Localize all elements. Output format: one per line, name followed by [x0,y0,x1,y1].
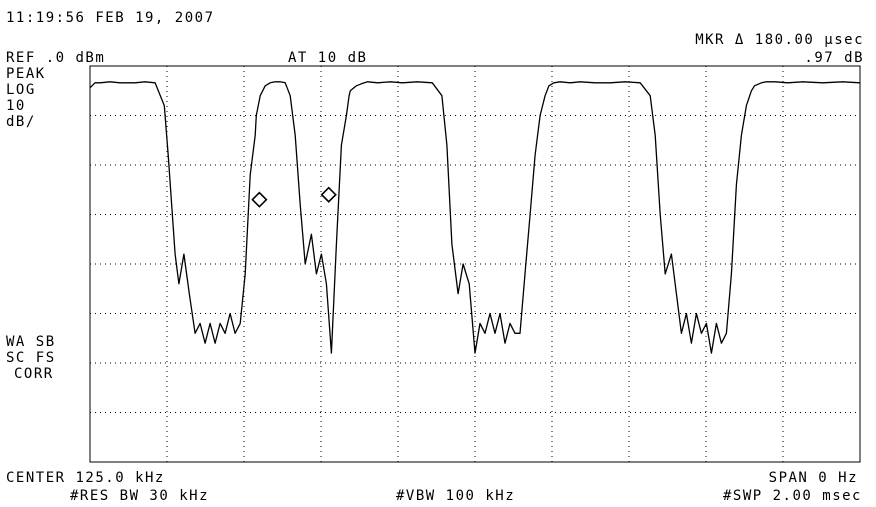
attenuation-readout: AT 10 dB [288,50,368,66]
video-bandwidth: #VBW 100 kHz [396,488,516,504]
scale-unit: dB/ [6,114,36,130]
resolution-bandwidth: #RES BW 30 kHz [70,488,210,504]
span-readout: SPAN 0 Hz [768,470,858,486]
status-flags-2: SC FS [6,350,56,366]
marker-delta-value: .97 dB [804,50,864,66]
scale-value: 10 [6,98,26,114]
center-frequency: CENTER 125.0 kHz [6,470,165,486]
reference-level: REF .0 dBm [6,50,106,66]
timestamp: 11:19:56 FEB 19, 2007 [6,10,215,26]
graticule-grid [90,66,860,462]
marker-delta-label: MKR Δ 180.00 µsec [695,32,864,48]
marker-diamond-2 [320,186,337,203]
trace-line [89,81,861,354]
marker-diamond-1 [251,191,268,208]
detector-mode: PEAK [6,66,46,82]
scale-type: LOG [6,82,36,98]
marker-group [251,186,337,208]
status-flags-3: CORR [14,366,54,382]
status-flags-1: WA SB [6,334,56,350]
sweep-time: #SWP 2.00 msec [722,488,862,504]
